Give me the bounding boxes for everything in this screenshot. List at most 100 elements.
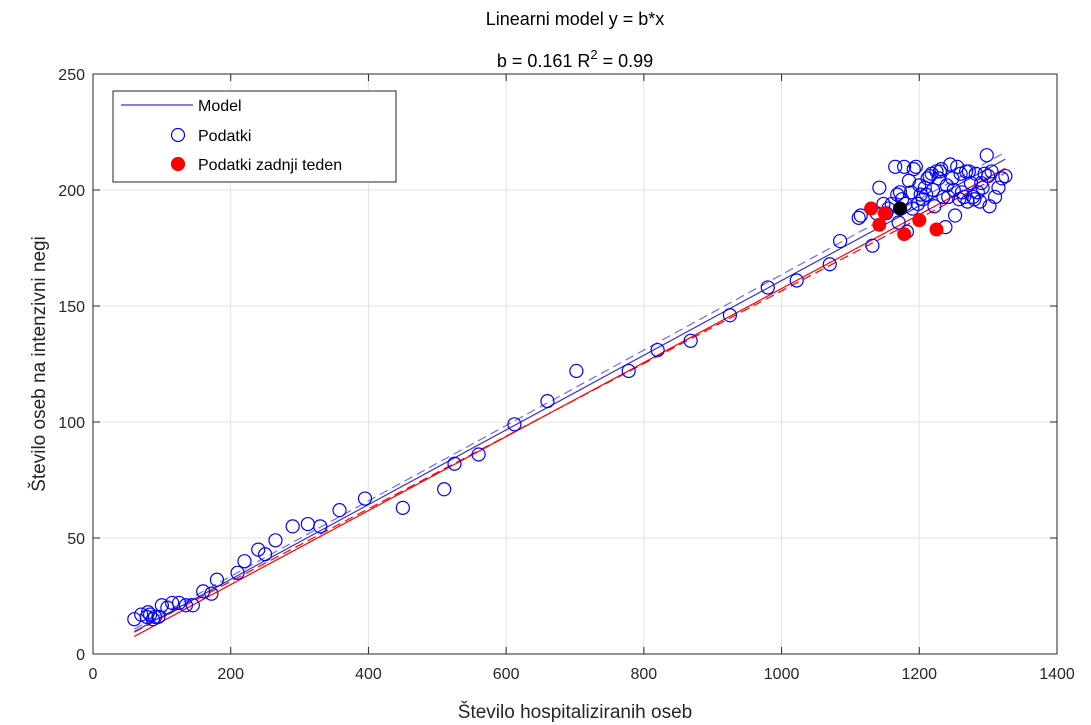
y-tick-label: 100 [58,415,85,432]
chart-title-line1: Linearni model y = b*x [486,9,665,29]
data-point [961,164,976,179]
data-point [991,180,1006,195]
data-point [927,199,942,214]
data-point [268,533,283,548]
x-tick-label: 600 [493,666,520,683]
data-point [965,189,981,205]
title-r2-value: = 0.99 [598,51,654,71]
data-points [127,148,1013,627]
data-point [919,187,934,202]
legend-data-label: Podatki [198,128,251,145]
model-line [134,158,1006,633]
x-tick-label: 1400 [1039,666,1075,683]
x-axis-label: Število hospitaliziranih oseb [458,701,692,723]
data-point [932,164,948,179]
data-point [906,162,921,177]
x-tick-label: 200 [217,666,244,683]
data-point [196,584,211,599]
legend-data-swatch [170,127,186,143]
data-point [285,519,300,534]
data-point [313,519,328,534]
data-point [892,185,908,200]
fit-lines [134,151,1006,637]
data-point [760,280,775,295]
data-point [357,491,373,506]
data-point [972,194,987,209]
data-point [888,159,903,174]
data-point [171,595,187,611]
data-point [165,595,180,611]
data-point [891,215,906,230]
data-point [185,598,200,613]
legend-model-label: Model [198,98,242,115]
fit-line-dashed [134,151,1006,630]
data-point [237,554,252,569]
data-point [395,500,410,515]
data-point [621,363,636,379]
axis-ticks: 0 200 400 600 800 1000 1200 1400 0 50 100 150 200 250 [58,67,1075,683]
data-point [998,168,1013,184]
data-point [722,308,738,323]
y-tick-label: 0 [76,647,85,664]
data-point [822,257,837,272]
x-tick-label: 400 [355,666,382,683]
chart-title-line2: b = 0.161 R2 = 0.99 [497,47,653,71]
last-week-point [864,201,879,216]
data-point [897,159,912,174]
data-point [903,185,919,200]
data-point [258,547,273,562]
y-tick-label: 250 [58,67,85,84]
data-point [925,182,941,198]
legend-box [112,90,397,183]
legend-last-week-swatch [170,156,186,172]
data-point [507,417,522,432]
y-axis-label: Število oseb na intenzivni negi [28,236,50,492]
data-point [437,482,452,497]
data-point [471,447,486,462]
x-tick-label: 0 [89,666,98,683]
x-tick-label: 1000 [764,666,800,683]
last-week-point [929,222,944,237]
data-point [204,586,219,601]
y-tick-label: 50 [67,531,85,548]
data-point [943,157,958,172]
highlight-point [893,201,908,216]
data-point [650,342,665,358]
data-point [178,598,194,613]
data-point [984,164,999,179]
data-point [994,171,1010,186]
data-point [872,180,887,195]
data-point [960,194,975,209]
data-point [332,503,347,518]
data-point [975,180,990,195]
data-point [977,166,992,181]
data-point [915,192,930,207]
data-point [230,565,245,580]
data-point [209,572,225,587]
data-point [908,159,923,174]
y-tick-label: 150 [58,299,85,316]
data-point [251,542,266,557]
data-point [832,233,848,249]
data-point [979,148,994,163]
data-point [447,456,462,471]
data-point [970,185,985,200]
plot-frame [92,73,1058,655]
data-point [981,168,996,184]
fit-line-red [134,167,1006,637]
data-point [683,333,698,348]
legend: Model Podatki Podatki zadnji teden [112,90,397,183]
title-r2-superscript: 2 [590,47,597,62]
last-week-point [897,227,912,242]
x-tick-label: 800 [631,666,658,683]
data-point [569,363,584,379]
data-point [851,210,866,225]
last-week-point [877,206,892,221]
y-tick-label: 200 [58,183,85,200]
data-point [956,189,972,205]
last-week-point [872,217,887,232]
data-point [540,394,555,409]
data-point [865,238,880,253]
data-point [853,208,868,223]
